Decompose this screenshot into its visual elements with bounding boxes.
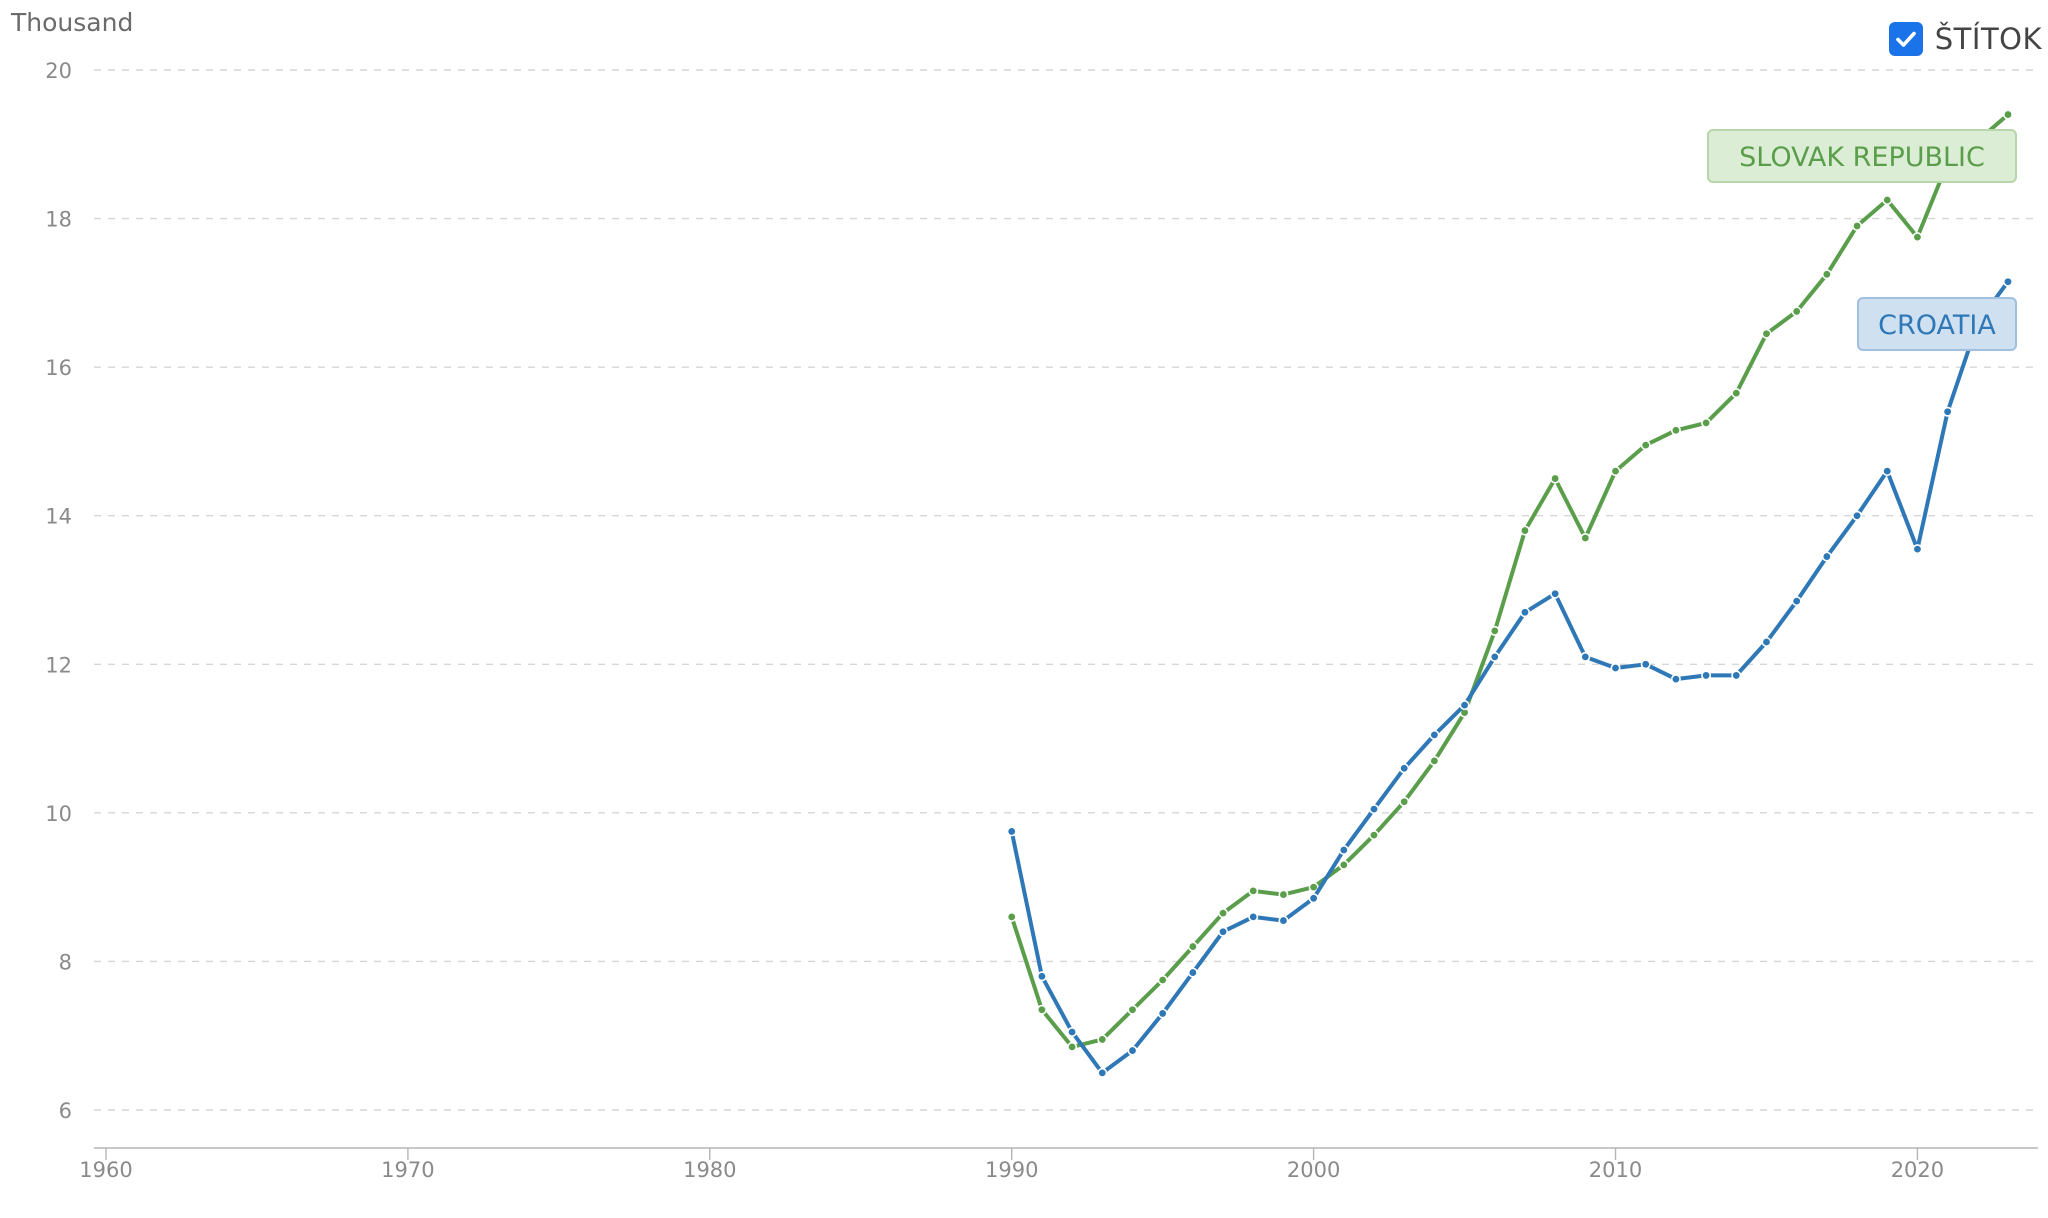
y-tick-label: 10 <box>45 802 72 826</box>
data-point <box>1701 670 1712 681</box>
checkbox-checked-icon[interactable] <box>1888 22 1923 56</box>
data-point <box>1791 596 1802 607</box>
data-point <box>1942 406 1953 417</box>
data-point <box>1127 1004 1138 1015</box>
data-point <box>1157 974 1168 985</box>
data-point <box>1882 466 1893 477</box>
data-point <box>1248 911 1259 922</box>
label-toggle[interactable]: ŠTÍTOK <box>1888 22 2042 56</box>
data-point <box>1761 636 1772 647</box>
x-tick-label: 2010 <box>1589 1158 1642 1182</box>
data-point <box>1882 195 1893 206</box>
data-point <box>1489 625 1500 636</box>
data-point <box>1640 440 1651 451</box>
data-point <box>1006 826 1017 837</box>
series-lines <box>1006 109 2014 1078</box>
y-tick-label: 14 <box>45 505 72 529</box>
data-point <box>1218 926 1229 937</box>
series-label-text: CROATIA <box>1878 310 1996 341</box>
data-point <box>1399 796 1410 807</box>
data-point <box>1519 607 1530 618</box>
data-point <box>2003 109 2014 120</box>
data-point <box>1097 1067 1108 1078</box>
data-point <box>1218 908 1229 919</box>
data-point <box>1580 651 1591 662</box>
data-point <box>1791 306 1802 317</box>
data-point <box>1701 417 1712 428</box>
data-point <box>1670 674 1681 685</box>
series-line <box>1009 279 2010 1075</box>
data-point <box>1821 269 1832 280</box>
series-label-box <box>1857 297 2017 351</box>
data-point <box>1278 915 1289 926</box>
data-point <box>1036 1004 1047 1015</box>
data-point <box>2003 276 2014 287</box>
data-point <box>1097 1034 1108 1045</box>
data-point <box>1821 551 1832 562</box>
data-point <box>1731 670 1742 681</box>
grid-lines <box>94 69 2038 1111</box>
label-toggle-text: ŠTÍTOK <box>1934 22 2042 56</box>
data-point <box>1278 889 1289 900</box>
data-point <box>1338 844 1349 855</box>
data-point <box>1550 473 1561 484</box>
y-axis: 6 8 10 12 14 16 18 20 <box>45 59 72 1123</box>
data-point <box>1489 651 1500 662</box>
data-point <box>1550 588 1561 599</box>
y-tick-label: 6 <box>59 1099 72 1123</box>
data-point <box>1308 893 1319 904</box>
data-point <box>1670 425 1681 436</box>
data-point <box>1459 700 1470 711</box>
data-point <box>1580 532 1591 543</box>
data-point <box>1912 232 1923 243</box>
y-tick-label: 16 <box>45 356 72 380</box>
data-point <box>1187 967 1198 978</box>
y-axis-unit-label: Thousand <box>11 8 134 37</box>
x-axis: 1960 1970 1980 1990 2000 2010 2020 <box>79 1147 2038 1182</box>
data-point <box>1640 659 1651 670</box>
data-point <box>1369 804 1380 815</box>
y-tick-label: 12 <box>45 653 72 677</box>
series-label-text: SLOVAK REPUBLIC <box>1739 142 1985 173</box>
data-point <box>1036 971 1047 982</box>
y-tick-label: 20 <box>45 59 72 83</box>
data-point <box>1852 510 1863 521</box>
x-tick-label: 1990 <box>985 1158 1038 1182</box>
data-point <box>1610 662 1621 673</box>
data-point <box>1006 911 1017 922</box>
data-point <box>1852 221 1863 232</box>
data-point <box>1187 941 1198 952</box>
data-point <box>1731 388 1742 399</box>
data-point <box>1610 466 1621 477</box>
data-point <box>1127 1045 1138 1056</box>
data-point <box>1338 859 1349 870</box>
data-point <box>1067 1027 1078 1038</box>
data-point <box>1912 544 1923 555</box>
data-point <box>1308 882 1319 893</box>
data-point <box>1067 1041 1078 1052</box>
data-point <box>1157 1008 1168 1019</box>
series-labels: SLOVAK REPUBLIC CROATIA <box>1707 129 2017 351</box>
series-line <box>1009 112 2010 1049</box>
data-point <box>1369 830 1380 841</box>
y-tick-label: 8 <box>59 950 72 974</box>
y-tick-label: 18 <box>45 208 72 232</box>
x-tick-label: 1960 <box>79 1158 132 1182</box>
data-point <box>1429 755 1440 766</box>
x-tick-label: 1980 <box>683 1158 736 1182</box>
x-tick-label: 1970 <box>381 1158 434 1182</box>
data-point <box>1248 885 1259 896</box>
x-tick-label: 2000 <box>1287 1158 1340 1182</box>
x-tick-label: 2020 <box>1891 1158 1944 1182</box>
data-point <box>1519 525 1530 536</box>
data-point <box>1761 328 1772 339</box>
data-point <box>1399 763 1410 774</box>
data-point <box>1429 729 1440 740</box>
series-label-box <box>1707 129 2017 183</box>
